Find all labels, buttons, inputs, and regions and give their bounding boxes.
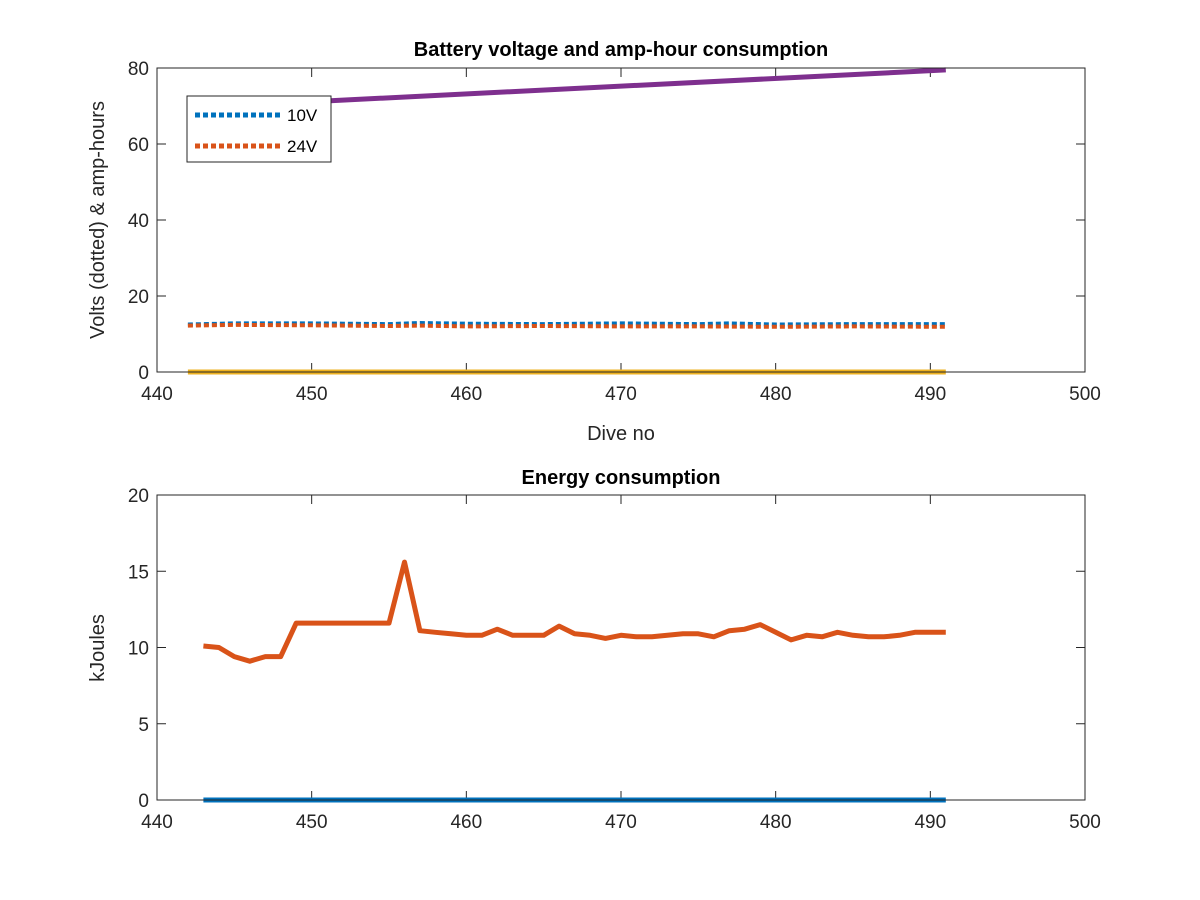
energy-x-tick-label: 470	[605, 812, 637, 833]
energy-y-tick-label: 5	[138, 715, 149, 736]
energy-series-line-series-2	[203, 559, 946, 664]
voltage-x-tick-label: 460	[450, 384, 482, 405]
energy-axis-ticks: 440 450 460 470 480 490 500 0 5 10 15 20	[128, 486, 1101, 833]
voltage-y-tick-label: 20	[128, 287, 149, 308]
energy-x-tick-label: 450	[296, 812, 328, 833]
voltage-x-tick-label: 470	[605, 384, 637, 405]
energy-y-tick-label: 0	[138, 791, 149, 812]
energy-y-tick-label: 20	[128, 486, 149, 507]
legend-box	[186, 95, 332, 163]
voltage-series-line-24v	[187, 322, 946, 329]
voltage-y-tick-label: 60	[128, 135, 149, 156]
energy-x-tick-label: 460	[450, 812, 482, 833]
energy-x-tick-label: 500	[1069, 812, 1101, 833]
energy-x-tick-label: 480	[760, 812, 792, 833]
voltage-axes: Battery voltage and amp-hour consumption…	[87, 39, 1101, 445]
voltage-y-tick-label: 40	[128, 211, 149, 232]
voltage-x-tick-label: 480	[760, 384, 792, 405]
voltage-chart-title: Battery voltage and amp-hour consumption	[414, 39, 828, 61]
voltage-x-tick-label: 450	[296, 384, 328, 405]
energy-y-tick-label: 10	[128, 639, 149, 660]
voltage-x-tick-label: 490	[914, 384, 946, 405]
energy-x-tick-label: 490	[914, 812, 946, 833]
voltage-x-tick-label: 500	[1069, 384, 1101, 405]
voltage-x-axis-label: Dive no	[587, 423, 655, 445]
energy-y-axis-label: kJoules	[87, 614, 109, 682]
voltage-y-tick-label: 0	[138, 363, 149, 384]
legend: 10V 24V	[186, 95, 332, 163]
energy-x-tick-label: 440	[141, 812, 173, 833]
energy-axes-frame	[156, 494, 1086, 801]
voltage-axis-ticks: 440 450 460 470 480 490 500 0 20 40 60 80	[128, 59, 1101, 405]
voltage-y-axis-label: Volts (dotted) & amp-hours	[87, 101, 109, 339]
voltage-x-tick-label: 440	[141, 384, 173, 405]
legend-label-24v: 24V	[287, 137, 318, 156]
energy-axes: Energy consumption kJoules 440 450 460 470 4…	[87, 467, 1101, 833]
energy-chart-title: Energy consumption	[522, 467, 721, 489]
legend-label-10v: 10V	[287, 106, 318, 125]
energy-y-tick-label: 15	[128, 562, 149, 583]
voltage-y-tick-label: 80	[128, 59, 149, 80]
voltage-axes-frame	[156, 67, 1086, 373]
